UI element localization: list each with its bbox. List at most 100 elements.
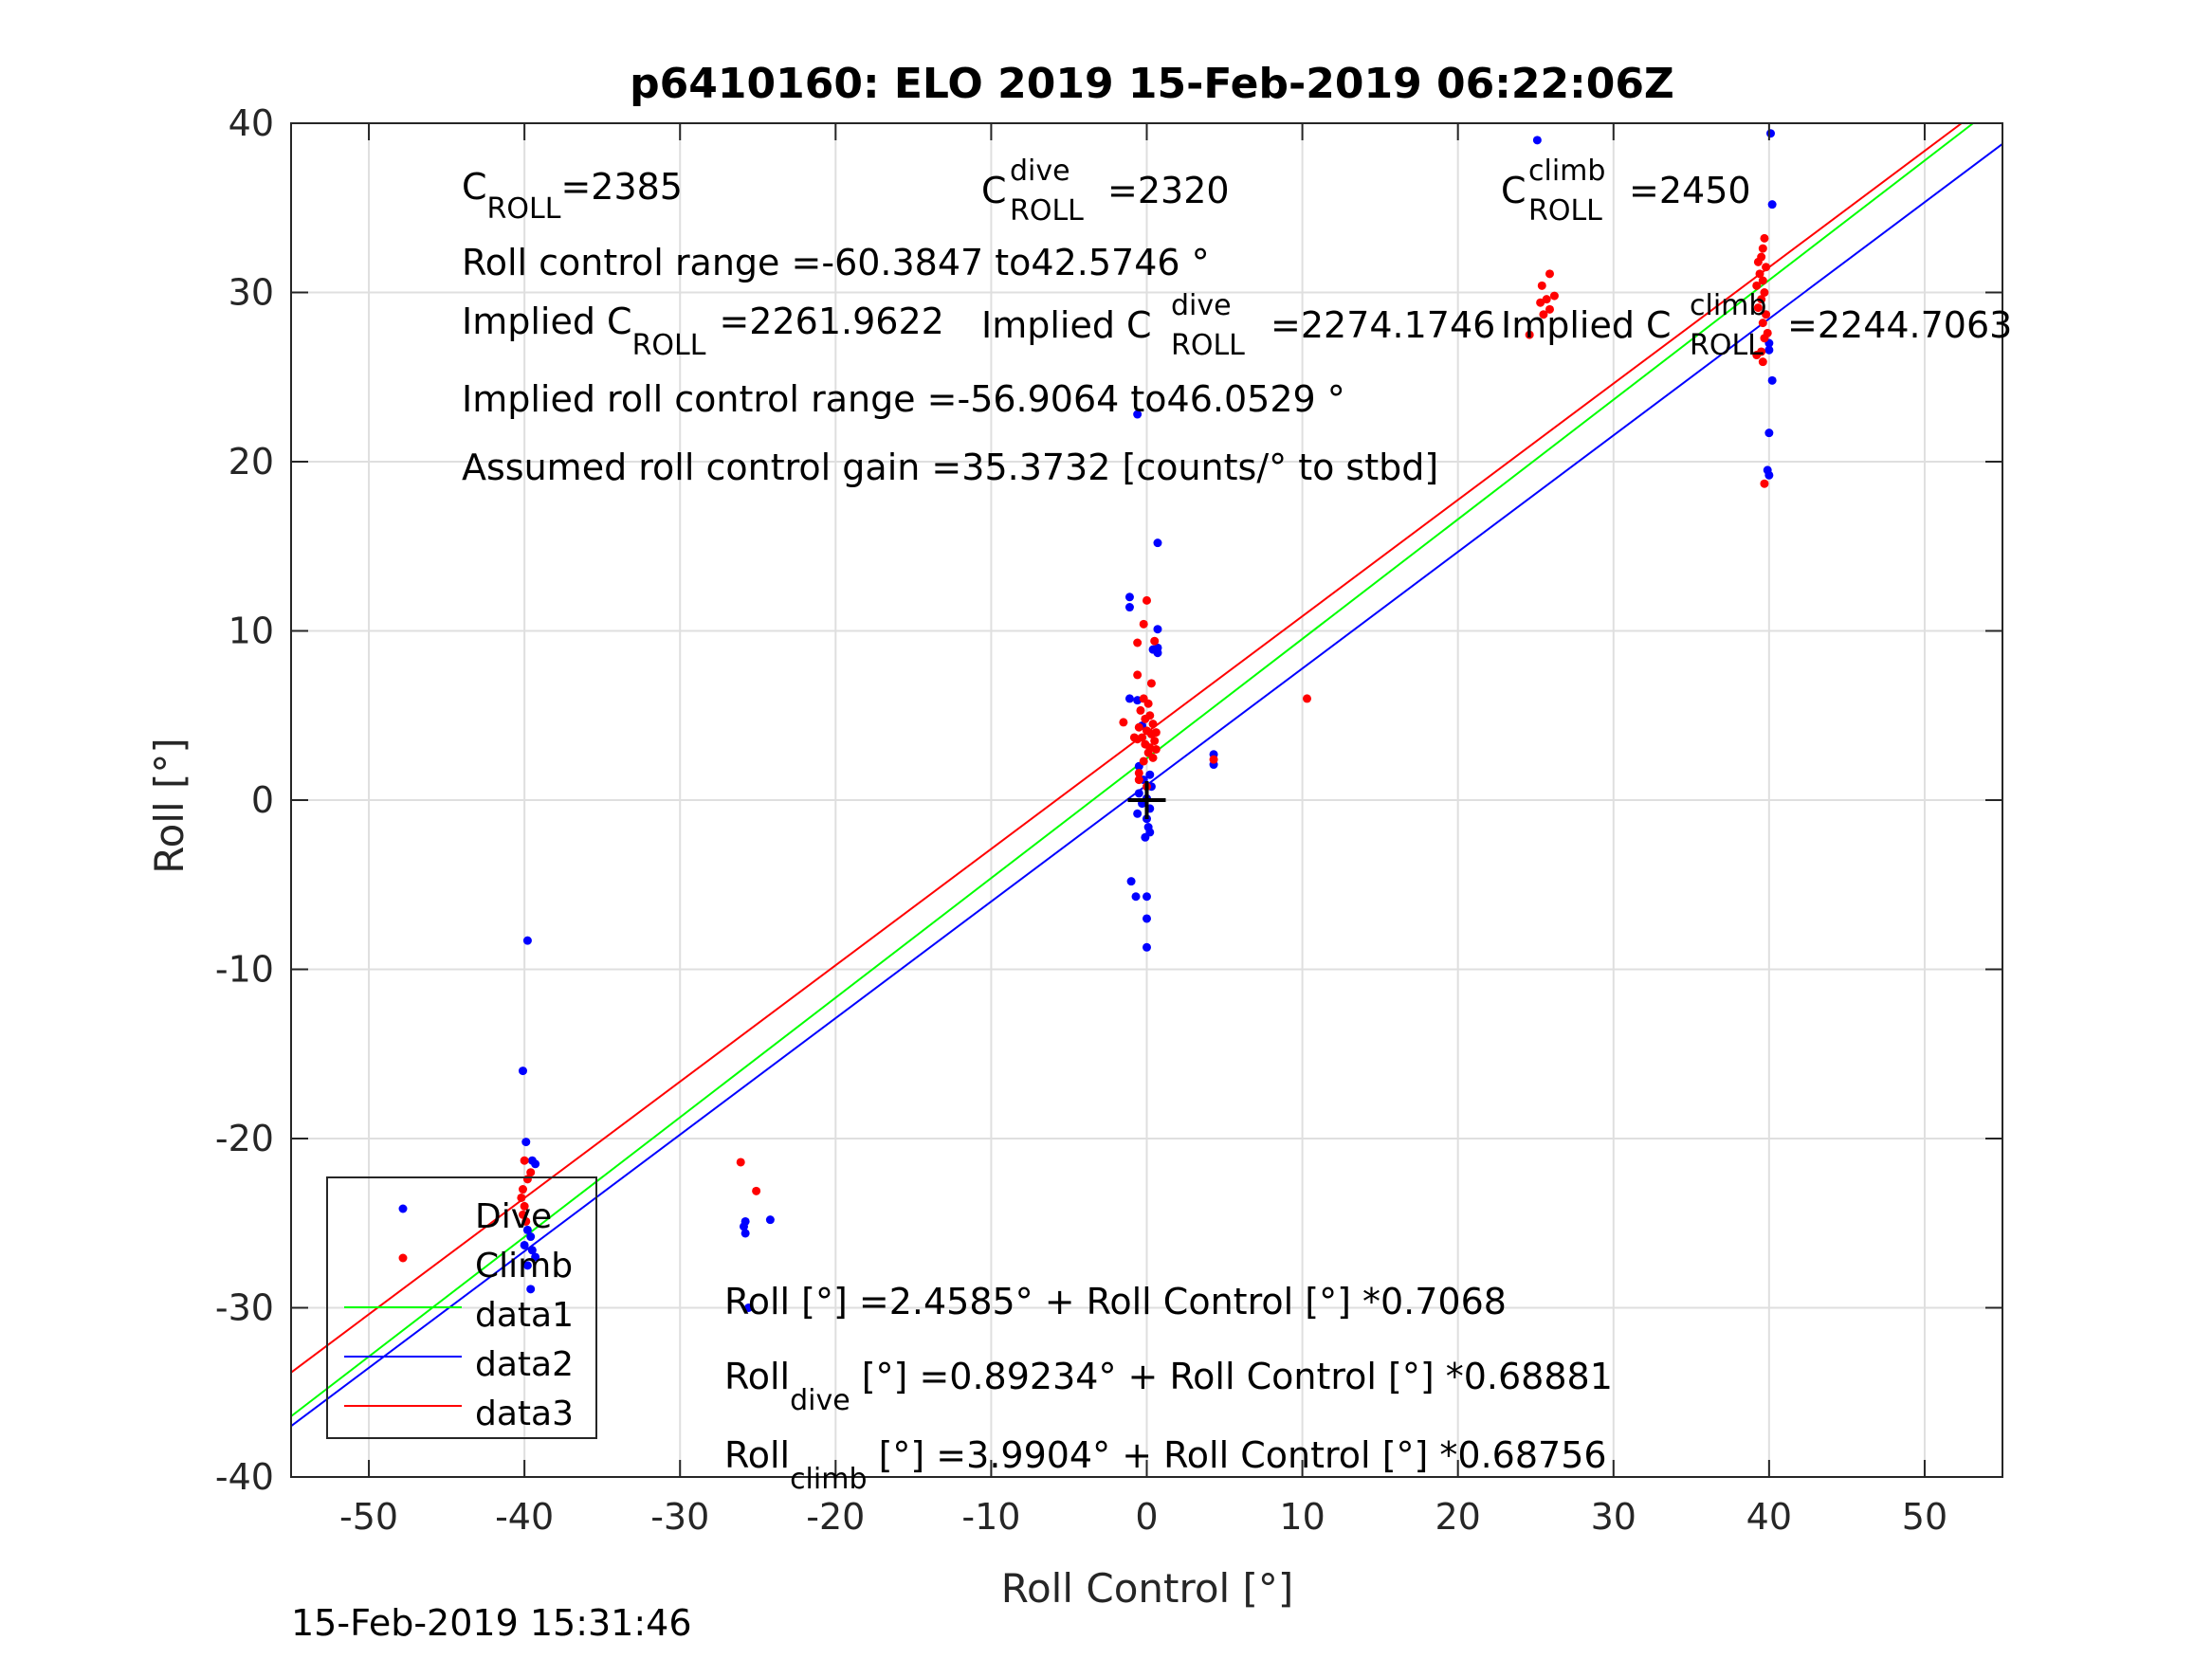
c-roll-base: C <box>462 166 487 208</box>
point-climb <box>1760 233 1769 243</box>
annotation-fit-all: Roll [°] =2.4585° + Roll Control [°] *0.… <box>724 1281 1507 1322</box>
annotation-implied-c-roll-climb-sub: ROLL <box>1690 329 1764 362</box>
point-climb <box>1757 295 1766 304</box>
point-climb <box>1753 303 1763 313</box>
point-dive <box>531 1159 540 1169</box>
point-climb <box>1542 295 1551 304</box>
annotation-c-roll-dive-sup: dive <box>1010 155 1070 188</box>
point-climb <box>521 1216 531 1226</box>
point-dive <box>765 1215 775 1225</box>
point-climb <box>1545 269 1554 279</box>
point-dive <box>521 1138 531 1147</box>
point-climb <box>1129 733 1139 742</box>
point-climb <box>1762 263 1771 272</box>
y-tick-label: 40 <box>229 102 274 144</box>
point-dive <box>1133 410 1143 419</box>
point-climb <box>1141 714 1150 723</box>
point-climb <box>1134 722 1143 732</box>
point-dive <box>522 1225 532 1234</box>
fit-climb-rest: [°] =3.9904° + Roll Control [°] *0.68756 <box>868 1434 1607 1476</box>
c-roll-value: =2385 <box>560 166 683 208</box>
y-tick-labels: -40 -30 -20 -10 0 10 20 30 40 <box>215 102 274 1498</box>
x-tick-label: -50 <box>339 1496 398 1538</box>
point-dive <box>743 1304 753 1312</box>
y-tick-label: 30 <box>229 272 274 314</box>
point-climb <box>520 1201 529 1211</box>
point-climb <box>1136 705 1145 715</box>
y-axis-label: Roll [°] <box>146 738 192 873</box>
point-dive <box>1764 345 1774 355</box>
point-climb <box>1539 310 1548 319</box>
x-tick-label: 50 <box>1902 1496 1947 1538</box>
footer-timestamp: 15-Feb-2019 15:31:46 <box>291 1602 692 1644</box>
point-climb <box>1752 281 1762 290</box>
point-dive <box>518 1066 527 1076</box>
annotation-fit-climb: Rollclimb [°] =3.9904° + Roll Control [°… <box>724 1434 1607 1496</box>
point-dive <box>1126 877 1136 886</box>
x-tick-labels: -50 -40 -30 -20 -10 0 10 20 30 40 50 <box>339 1496 1947 1538</box>
point-dive <box>522 1261 532 1270</box>
point-dive <box>1767 200 1777 210</box>
point-dive <box>1124 592 1134 602</box>
y-tick-label: -10 <box>215 949 274 991</box>
point-climb <box>1525 330 1534 339</box>
data-points <box>517 129 1777 1312</box>
y-tick-label: 10 <box>229 611 274 652</box>
point-climb <box>1537 281 1546 290</box>
point-climb <box>1143 699 1153 708</box>
legend-label-climb: Climb <box>475 1247 573 1285</box>
legend-marker-dive <box>398 1204 408 1213</box>
point-climb <box>1549 291 1559 301</box>
x-tick-label: 20 <box>1435 1496 1481 1538</box>
point-climb <box>1133 638 1143 647</box>
x-tick-label: 0 <box>1135 1496 1158 1538</box>
point-dive <box>1143 892 1151 902</box>
point-dive <box>527 1246 537 1255</box>
annotation-c-roll-dive: C <box>981 170 1007 211</box>
point-climb <box>736 1158 745 1167</box>
point-dive <box>1153 538 1162 548</box>
annotation-c-roll-climb-sub: ROLL <box>1528 194 1602 228</box>
point-climb <box>1146 679 1156 688</box>
point-dive <box>526 1232 536 1242</box>
annotation-c-roll: CROLL=2385 <box>462 166 683 226</box>
legend-label-data2: data2 <box>475 1345 574 1384</box>
point-climb <box>520 1156 529 1165</box>
point-climb <box>1148 720 1158 729</box>
annotation-c-roll-climb: C <box>1501 170 1526 211</box>
point-climb <box>1119 718 1128 727</box>
point-climb <box>1151 744 1161 754</box>
point-climb <box>1758 319 1767 328</box>
fit-all-base: Roll <box>724 1281 790 1322</box>
c-roll-dive-base: C <box>981 170 1007 211</box>
point-dive <box>1153 648 1162 658</box>
point-climb <box>1139 619 1148 629</box>
annotation-implied-c-roll-climb-sup: climb <box>1690 289 1766 322</box>
point-climb <box>752 1186 761 1195</box>
chart-title: p6410160: ELO 2019 15-Feb-2019 06:22:06Z <box>630 60 1674 108</box>
fit-dive-base: Roll <box>724 1356 790 1397</box>
point-dive <box>1764 428 1774 438</box>
point-climb <box>1752 351 1762 360</box>
annotation-implied-range: Implied roll control range =-56.9064 to4… <box>462 378 1345 420</box>
point-climb <box>1760 334 1769 343</box>
annotation-roll-control-range: Roll control range =-60.3847 to42.5746 ° <box>462 242 1210 283</box>
point-dive <box>1124 603 1134 612</box>
point-dive <box>1767 375 1777 385</box>
fit-dive-sub: dive <box>790 1384 850 1417</box>
annotation-implied-c-roll-dive: Implied C <box>981 304 1152 346</box>
point-dive <box>1124 694 1134 703</box>
implied-c-roll-sub: ROLL <box>632 329 706 362</box>
point-climb <box>1753 257 1763 266</box>
point-climb <box>1209 755 1218 764</box>
point-dive <box>520 1240 529 1249</box>
fit-line-data1 <box>290 122 1974 1417</box>
point-climb <box>1134 775 1143 785</box>
point-dive <box>1143 942 1151 952</box>
point-dive <box>740 1222 749 1231</box>
point-climb <box>1139 757 1148 766</box>
point-dive <box>1133 809 1143 818</box>
point-climb <box>1760 288 1769 297</box>
x-tick-label: -30 <box>650 1496 709 1538</box>
